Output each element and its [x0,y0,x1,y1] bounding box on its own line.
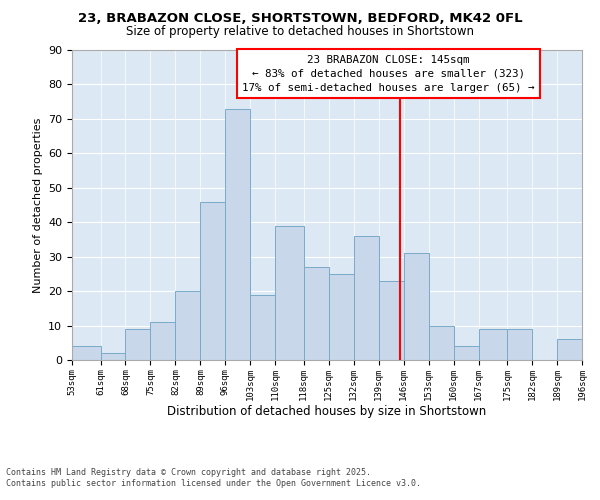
Bar [454,346,479,360]
Bar [125,329,151,360]
Text: 23, BRABAZON CLOSE, SHORTSTOWN, BEDFORD, MK42 0FL: 23, BRABAZON CLOSE, SHORTSTOWN, BEDFORD,… [77,12,523,26]
Bar [151,322,175,360]
Text: Contains HM Land Registry data © Crown copyright and database right 2025.
Contai: Contains HM Land Registry data © Crown c… [6,468,421,487]
Bar [304,267,329,360]
Bar [175,291,200,360]
Bar [275,226,304,360]
Bar [354,236,379,360]
Y-axis label: Number of detached properties: Number of detached properties [32,118,43,292]
Bar [200,202,226,360]
Bar [379,281,404,360]
Bar [101,353,125,360]
Text: 23 BRABAZON CLOSE: 145sqm
← 83% of detached houses are smaller (323)
17% of semi: 23 BRABAZON CLOSE: 145sqm ← 83% of detac… [242,54,535,92]
Bar [404,253,428,360]
Text: Size of property relative to detached houses in Shortstown: Size of property relative to detached ho… [126,25,474,38]
X-axis label: Distribution of detached houses by size in Shortstown: Distribution of detached houses by size … [167,406,487,418]
Bar [226,108,250,360]
Bar [250,294,275,360]
Bar [507,329,532,360]
Bar [329,274,354,360]
Bar [72,346,101,360]
Bar [557,340,582,360]
Bar [428,326,454,360]
Bar [479,329,507,360]
